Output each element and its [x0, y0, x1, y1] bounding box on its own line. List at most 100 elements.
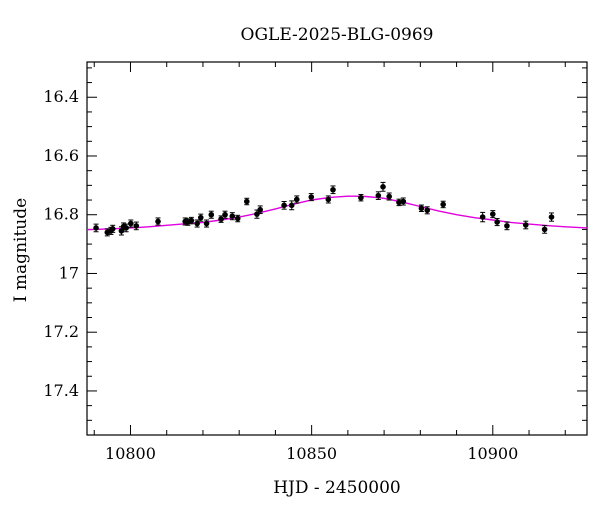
point-marker [197, 214, 204, 221]
data-point [386, 192, 392, 201]
y-tick-label: 17.4 [43, 381, 79, 400]
data-point [93, 223, 99, 233]
data-point [504, 221, 510, 231]
data-point [109, 224, 116, 233]
point-marker [293, 196, 300, 203]
axis-ticks [87, 62, 587, 436]
point-marker [229, 213, 236, 219]
point-marker [358, 194, 364, 201]
point-marker [308, 194, 315, 200]
point-marker [218, 216, 224, 222]
y-tick-label: 16.4 [43, 87, 79, 106]
y-tick-label: 16.8 [43, 205, 79, 224]
data-point [479, 211, 486, 223]
axis-tick-labels: 10800 10850 10900 16.4 16.6 16.8 17 17.2 17.4 [43, 87, 518, 463]
data-point [548, 212, 555, 222]
point-marker [541, 226, 548, 233]
data-point [281, 201, 287, 210]
point-marker [188, 217, 195, 224]
data-point [133, 221, 140, 231]
data-point [358, 193, 364, 202]
point-marker [386, 193, 392, 200]
point-marker [418, 205, 425, 212]
y-tick-label: 17.2 [43, 322, 79, 341]
x-axis-label: HJD - 2450000 [273, 478, 401, 498]
data-point [243, 197, 250, 206]
data-point [197, 213, 204, 222]
data-point [188, 216, 195, 225]
data-point [118, 226, 125, 236]
point-marker [548, 214, 555, 220]
point-marker [489, 211, 496, 217]
data-point [254, 209, 260, 219]
data-point [308, 193, 315, 202]
point-marker [222, 211, 228, 218]
point-marker [118, 228, 125, 234]
point-marker [400, 198, 407, 205]
data-point [257, 205, 263, 215]
point-marker [155, 218, 161, 225]
point-marker [109, 226, 116, 232]
data-points [93, 181, 555, 237]
point-marker [234, 215, 241, 222]
data-point [418, 204, 425, 212]
data-point [203, 219, 210, 228]
point-marker [203, 220, 210, 227]
chart-title: OGLE-2025-BLG-0969 [241, 25, 434, 45]
point-marker [325, 196, 332, 203]
point-marker [380, 184, 386, 190]
point-marker [494, 219, 500, 225]
data-point [396, 198, 402, 207]
data-point [288, 200, 295, 211]
point-marker [194, 220, 200, 227]
point-marker [128, 220, 134, 227]
data-point [380, 181, 386, 192]
data-point [128, 219, 134, 228]
point-marker [504, 223, 510, 229]
data-point [400, 197, 407, 206]
plot-frame [86, 61, 588, 436]
data-point [541, 225, 548, 234]
point-marker [479, 214, 486, 220]
point-marker [330, 186, 336, 193]
data-point [194, 219, 200, 228]
point-marker [522, 222, 529, 228]
y-tick-label: 17 [59, 263, 79, 282]
point-marker [375, 192, 382, 199]
data-point [325, 195, 332, 204]
y-axis-label: I magnitude [11, 198, 31, 302]
data-point [229, 212, 236, 221]
data-point [208, 210, 215, 219]
point-marker [208, 211, 215, 218]
point-marker [254, 211, 260, 217]
data-point [494, 218, 500, 227]
data-point [330, 185, 336, 195]
data-point [375, 191, 382, 200]
data-point [234, 214, 241, 223]
data-point [222, 210, 228, 219]
point-marker [243, 198, 250, 205]
y-tick-label: 16.6 [43, 146, 79, 165]
point-marker [133, 223, 140, 229]
data-point [424, 206, 431, 215]
point-marker [424, 207, 431, 214]
x-tick-label: 10900 [467, 444, 518, 463]
data-point [440, 200, 446, 209]
model-curve [86, 195, 588, 231]
point-marker [123, 225, 129, 231]
data-point [123, 223, 129, 233]
point-marker [288, 202, 295, 209]
data-point [489, 210, 496, 219]
point-marker [281, 202, 287, 209]
point-marker [440, 201, 446, 208]
point-marker [257, 206, 263, 213]
data-point [293, 195, 300, 204]
x-tick-label: 10850 [286, 444, 337, 463]
data-point [155, 217, 161, 226]
x-tick-label: 10800 [105, 444, 156, 463]
point-marker [93, 225, 99, 231]
data-point [218, 215, 224, 223]
point-marker [396, 199, 402, 206]
data-point [522, 220, 529, 230]
